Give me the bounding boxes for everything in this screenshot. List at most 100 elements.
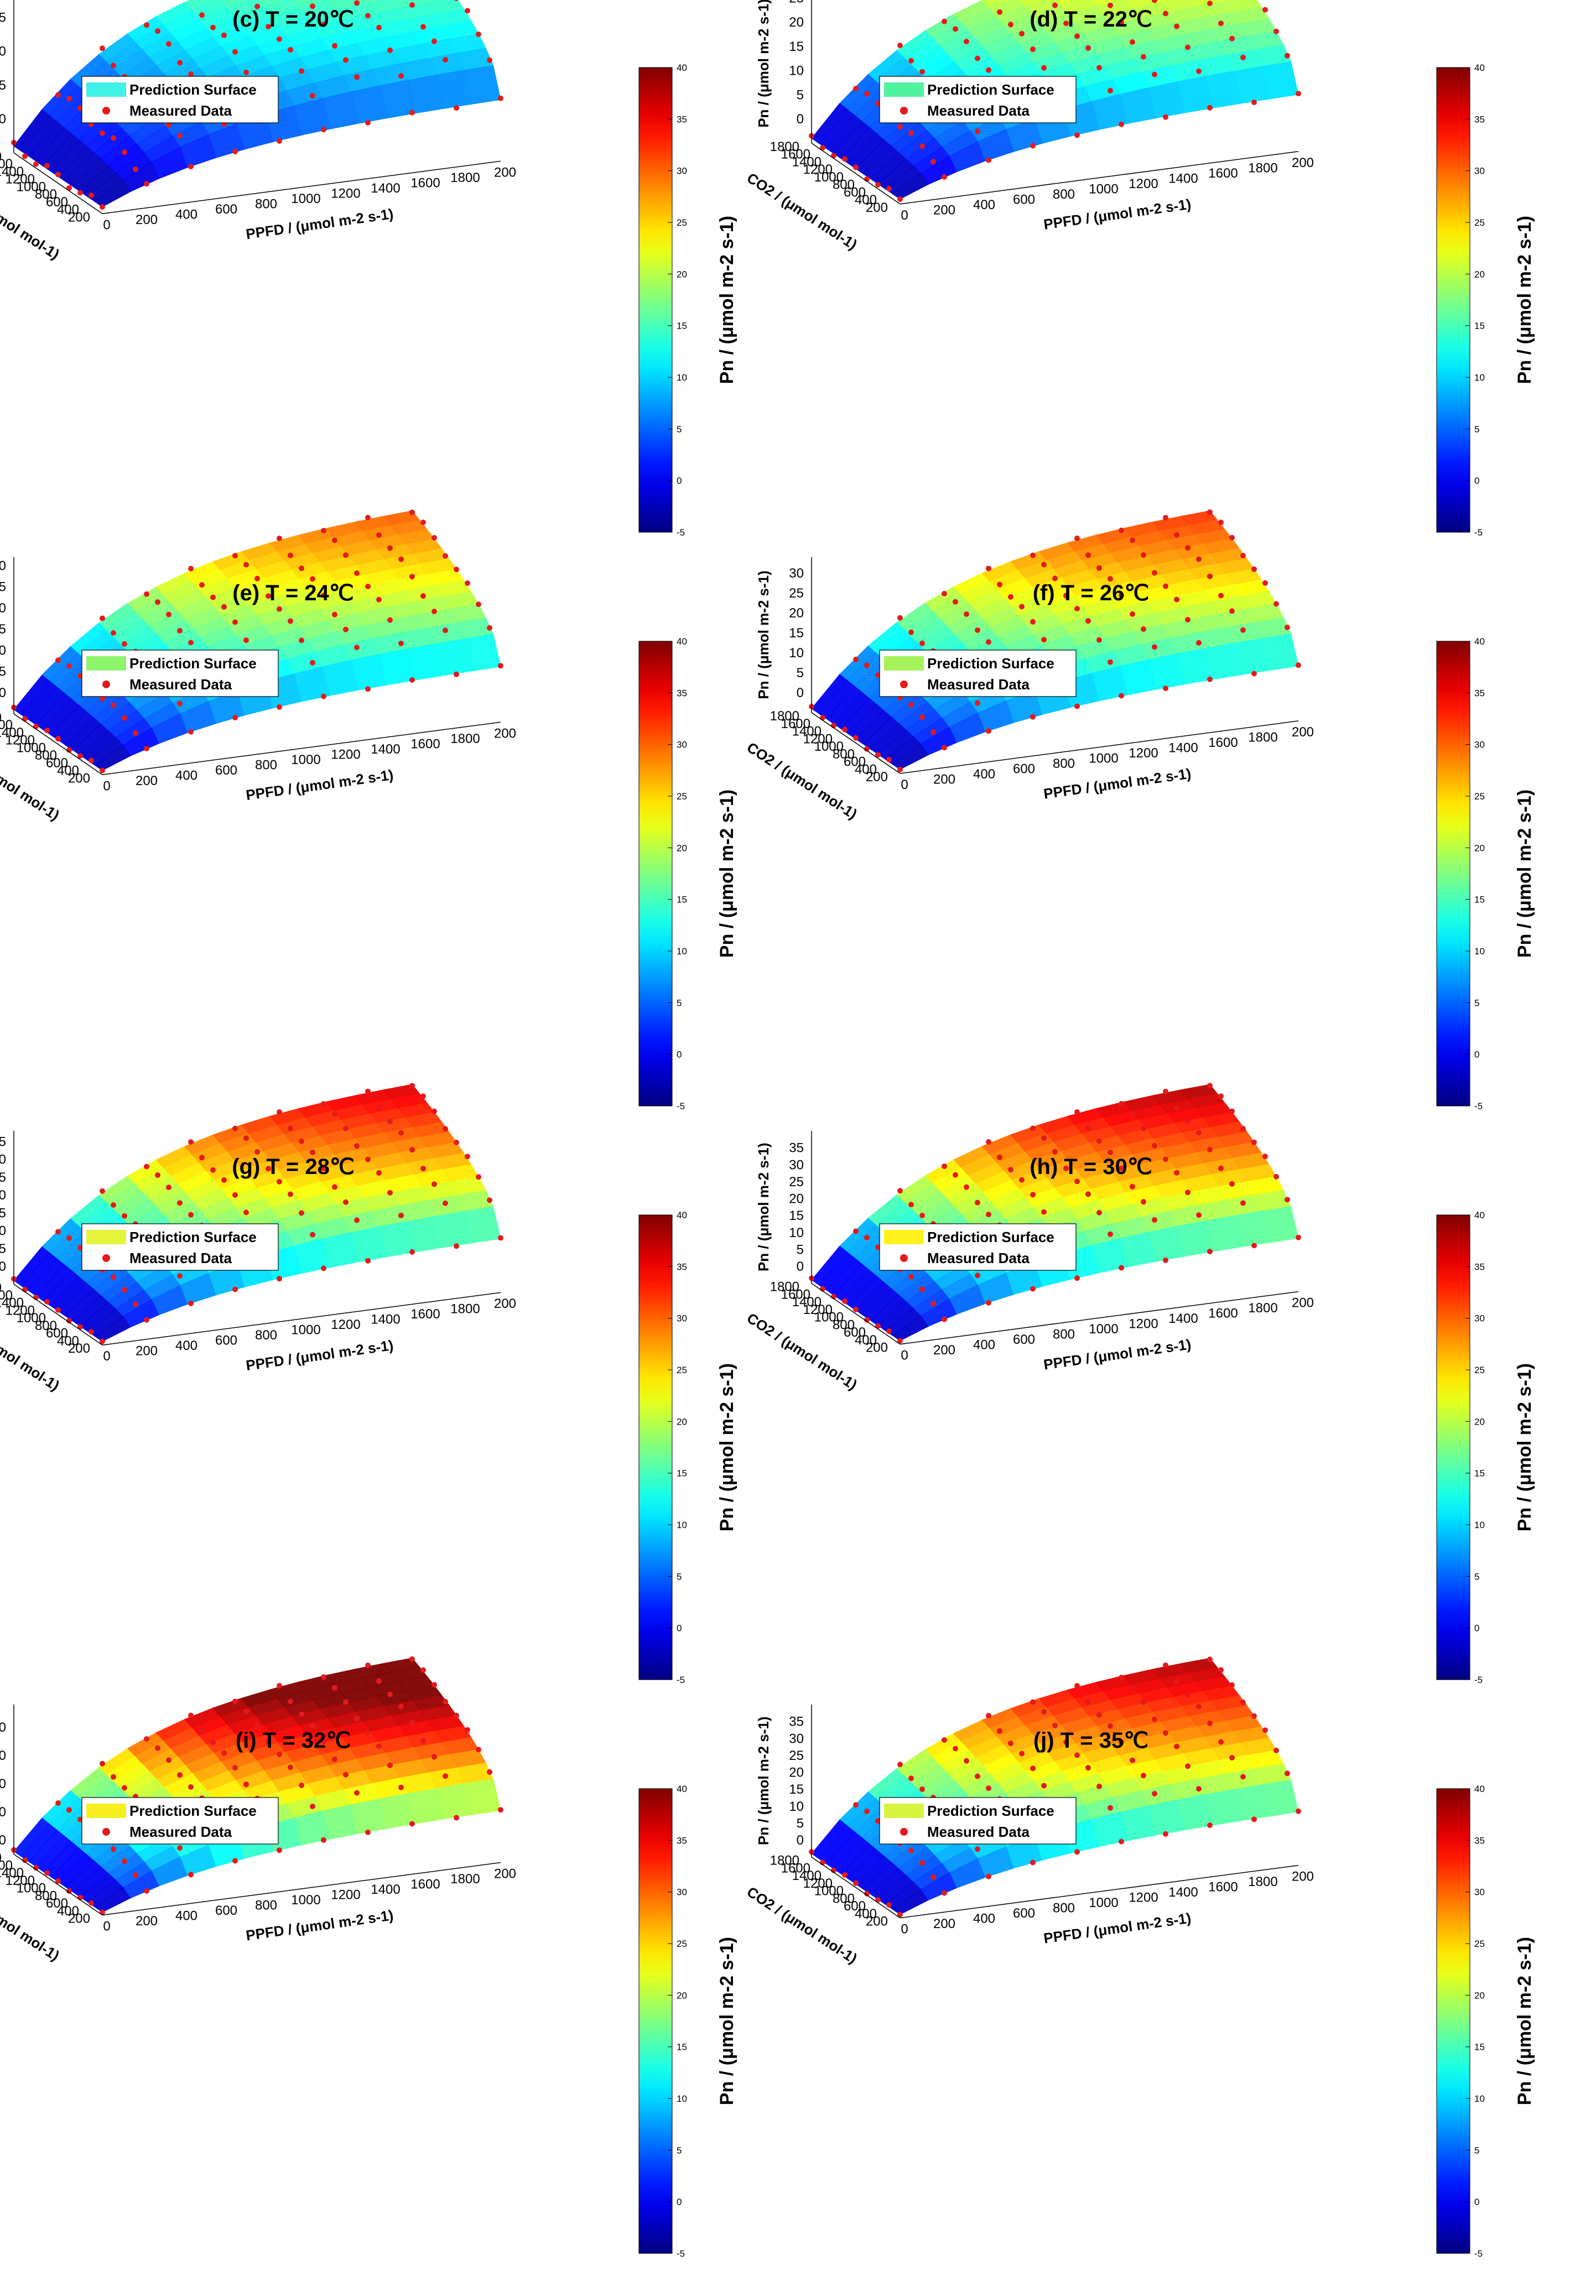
pn-tick-label: 30 — [789, 566, 804, 581]
measured-data-point — [387, 1118, 393, 1124]
ppfd-tick-label: 0 — [103, 1919, 110, 1934]
measured-data-point — [33, 724, 39, 730]
measured-data-point — [1207, 509, 1213, 515]
co2-tick-label: 200 — [68, 771, 90, 786]
co2-tick-label: 600 — [46, 1326, 68, 1341]
measured-data-point — [376, 1743, 382, 1749]
measured-data-point — [188, 1872, 194, 1878]
measured-data-point — [1229, 1181, 1235, 1187]
colorbar-tick-label: 0 — [677, 2197, 682, 2207]
co2-axis-line — [811, 143, 901, 205]
pn-tick-label: 10 — [789, 1799, 804, 1814]
measured-data-point — [1119, 1838, 1124, 1845]
colorbar-tick-label: 25 — [1474, 217, 1485, 228]
measured-data-point — [1207, 1822, 1213, 1829]
pn-tick-label: 20 — [789, 1192, 804, 1207]
colorbar-tick-label: 20 — [677, 843, 687, 853]
measured-data-point — [232, 1858, 238, 1864]
legend: Prediction Surface Measured Data — [879, 1797, 1077, 1845]
measured-data-point — [1240, 1774, 1246, 1780]
measured-data-point — [964, 1758, 969, 1764]
measured-data-point — [332, 1111, 337, 1117]
measured-data-point — [111, 1202, 116, 1208]
co2-tick-label: 400 — [57, 763, 79, 778]
measured-data-point — [1240, 1126, 1246, 1131]
measured-data-point — [277, 606, 282, 612]
measured-data-point — [89, 1329, 94, 1335]
measured-data-point — [1141, 552, 1146, 558]
measured-data-point — [365, 1663, 371, 1668]
ppfd-tick-label: 1800 — [450, 1302, 480, 1317]
measured-data-point — [997, 1154, 1002, 1160]
ppfd-tick-label: 200 — [136, 212, 158, 227]
measured-data-point — [1130, 611, 1135, 617]
measured-data-point — [1096, 1712, 1102, 1718]
ppfd-tick-label: 600 — [1013, 1332, 1035, 1347]
measured-data-point — [398, 1130, 404, 1136]
measured-data-point — [908, 130, 914, 136]
measured-data-point — [1096, 1209, 1102, 1215]
measured-data-point — [1196, 1130, 1202, 1136]
pn-tick-label: 30 — [789, 1731, 804, 1746]
measured-data-point — [177, 1845, 183, 1851]
measured-data-point — [1251, 1243, 1257, 1249]
measured-data-point — [398, 1703, 404, 1710]
legend-point-marker — [102, 1254, 110, 1262]
measured-data-point — [277, 1179, 282, 1185]
measured-data-point — [1130, 1111, 1135, 1117]
measured-data-point — [332, 1184, 337, 1190]
pn-tick-label: 5 — [797, 1816, 804, 1831]
measured-data-point — [44, 728, 50, 734]
pn-tick-label: 0 — [0, 685, 6, 700]
measured-data-point — [886, 186, 892, 191]
measured-data-point — [1196, 1786, 1202, 1792]
measured-data-point — [1185, 1763, 1190, 1769]
measured-data-point — [321, 1265, 326, 1271]
measured-data-point — [1229, 534, 1235, 541]
measured-data-point — [853, 1880, 859, 1886]
pn-tick-label: 10 — [789, 1225, 804, 1240]
measured-data-point — [343, 57, 349, 63]
colorbar-tick-label: 15 — [677, 895, 687, 905]
legend-surface-swatch — [884, 656, 924, 671]
colorbar-tick-label: 40 — [677, 1210, 687, 1220]
measured-data-point — [55, 736, 61, 742]
measured-data-point — [897, 1762, 903, 1768]
pn-tick-label: 15 — [0, 10, 6, 25]
measured-data-point — [1174, 1743, 1179, 1749]
legend: Prediction Surface Measured Data — [81, 1223, 279, 1271]
co2-tick-label: 600 — [844, 185, 866, 200]
ppfd-tick-label: 1000 — [1089, 1322, 1118, 1337]
measured-data-point — [111, 702, 116, 708]
measured-data-point — [111, 630, 116, 636]
measured-data-point — [55, 1878, 61, 1884]
pn-tick-label: 5 — [0, 664, 6, 679]
measured-data-point — [1096, 1138, 1102, 1144]
legend-points-label: Measured Data — [927, 676, 1030, 693]
measured-data-point — [432, 1682, 437, 1688]
legend: Prediction Surface Measured Data — [879, 1223, 1077, 1271]
measured-data-point — [310, 1804, 315, 1810]
colorbar-gradient — [1436, 1788, 1470, 2254]
pn-tick-label: 15 — [789, 626, 804, 641]
measured-data-point — [1163, 685, 1168, 692]
colorbar-label: Pn / (μmol m-2 s-1) — [1514, 1363, 1535, 1531]
measured-data-point — [1096, 565, 1102, 571]
colorbar-gradient — [1436, 641, 1470, 1107]
measured-data-point — [443, 1126, 448, 1132]
measured-data-point — [254, 3, 260, 9]
measured-data-point — [465, 8, 470, 14]
ppfd-axis-line — [102, 1292, 501, 1346]
ppfd-tick-label: 400 — [973, 1911, 995, 1926]
measured-data-point — [299, 1210, 304, 1216]
measured-data-point — [853, 164, 859, 170]
measured-data-point — [1041, 1209, 1047, 1215]
measured-data-point — [443, 553, 448, 559]
legend-point-marker — [900, 107, 908, 115]
pn-tick-label: 20 — [789, 15, 804, 30]
pn-tick-label: 5 — [797, 666, 804, 681]
ppfd-tick-label: 0 — [901, 777, 908, 792]
chart-title: (j) T = 35℃ — [1033, 1728, 1148, 1753]
